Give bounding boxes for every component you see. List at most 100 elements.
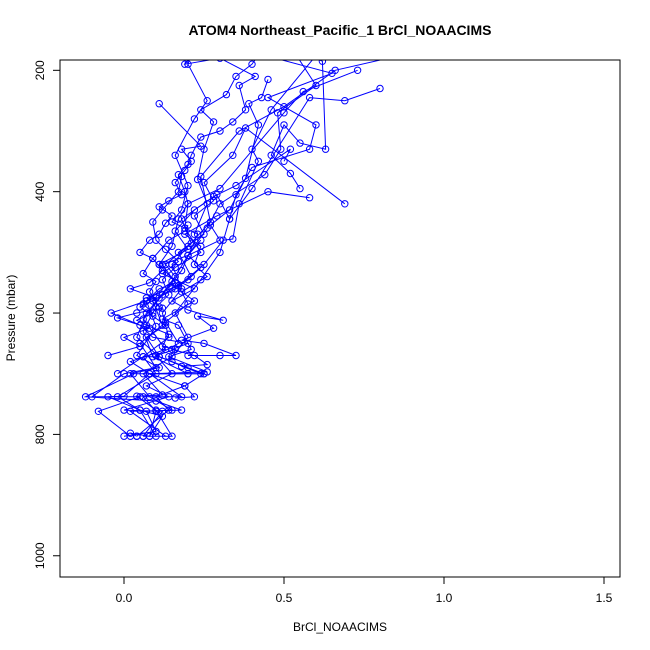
data-point [161,432,170,440]
data-point [216,184,224,193]
data-point [305,145,314,153]
data-point [248,60,256,68]
data-point [216,351,224,360]
data-point [187,157,195,166]
data-point [155,100,163,108]
profile-line [116,60,383,437]
data-point [341,200,349,208]
data-point [152,407,160,415]
chart-title: ATOM4 Northeast_Pacific_1 BrCl_NOAACIMS [189,22,492,38]
data-point [318,60,327,65]
data-point [216,127,224,135]
profile-7 [139,66,362,440]
data-point [155,303,163,311]
data-point [222,90,231,99]
data-point [177,191,186,199]
data-point [171,151,179,160]
data-point [219,316,227,324]
data-point [174,215,183,223]
data-point [181,382,189,390]
data-point [190,115,199,123]
data-point [168,297,176,305]
data-point [165,236,173,244]
data-point [152,351,160,360]
data-point [216,60,224,62]
data-point [232,72,240,81]
x-tick-label: 0.0 [116,591,133,605]
data-point [168,212,176,220]
data-point [226,43,232,49]
data-point [168,242,176,251]
profile-line [139,103,202,308]
data-point [184,251,192,260]
data-point [241,106,250,114]
data-point [168,357,176,366]
data-point [133,333,141,341]
data-point [254,121,263,129]
data-point [152,397,160,405]
y-axis-label: Pressure (mbar) [4,275,18,362]
data-point [152,277,160,286]
data-point [181,166,189,175]
data-point [345,49,351,55]
profile-5 [88,124,349,440]
plot-area [81,40,431,440]
data-point [296,184,304,193]
data-point [213,191,221,199]
data-point [267,151,275,160]
data-point [328,69,336,78]
data-point [353,66,362,75]
data-point [296,139,304,147]
data-point [187,345,195,354]
data-point [277,145,285,153]
data-point [184,306,192,314]
data-point [261,171,269,179]
profile-17 [136,100,205,311]
data-point [241,124,250,132]
data-point [126,285,135,293]
data-point [425,46,431,52]
data-point [142,321,151,329]
data-point [145,236,154,244]
profile-14 [133,236,208,402]
data-point [184,221,192,229]
data-point [209,324,218,332]
data-point [177,336,186,344]
data-point [174,321,183,329]
data-point [232,351,240,360]
data-point [126,407,135,415]
data-point [201,40,207,46]
y-tick-label: 400 [33,181,47,201]
data-point [145,288,154,296]
y-tick-label: 200 [33,60,47,80]
data-point [203,97,211,105]
data-point [139,300,147,308]
data-point [203,200,211,208]
data-point [165,197,173,205]
data-point [184,339,192,348]
data-point [161,219,170,227]
data-point [197,263,205,272]
data-point [191,40,197,46]
data-point [161,321,170,329]
data-point [149,218,157,226]
data-point [177,266,186,275]
data-point [158,342,167,351]
data-point [232,181,240,190]
profile-line [142,69,358,437]
data-point [280,121,288,129]
data-point [152,393,160,401]
x-axis: 0.0 0.5 1.0 1.5 [116,576,613,605]
data-point [245,100,253,108]
y-tick-label: 1000 [33,542,47,569]
data-point [286,145,295,153]
data-point [158,315,167,323]
y-tick-label: 600 [33,303,47,323]
data-point [213,212,221,220]
x-tick-label: 1.0 [436,591,453,605]
data-point [229,235,237,243]
data-point [133,309,141,317]
data-point [184,276,192,284]
data-point [113,314,122,322]
